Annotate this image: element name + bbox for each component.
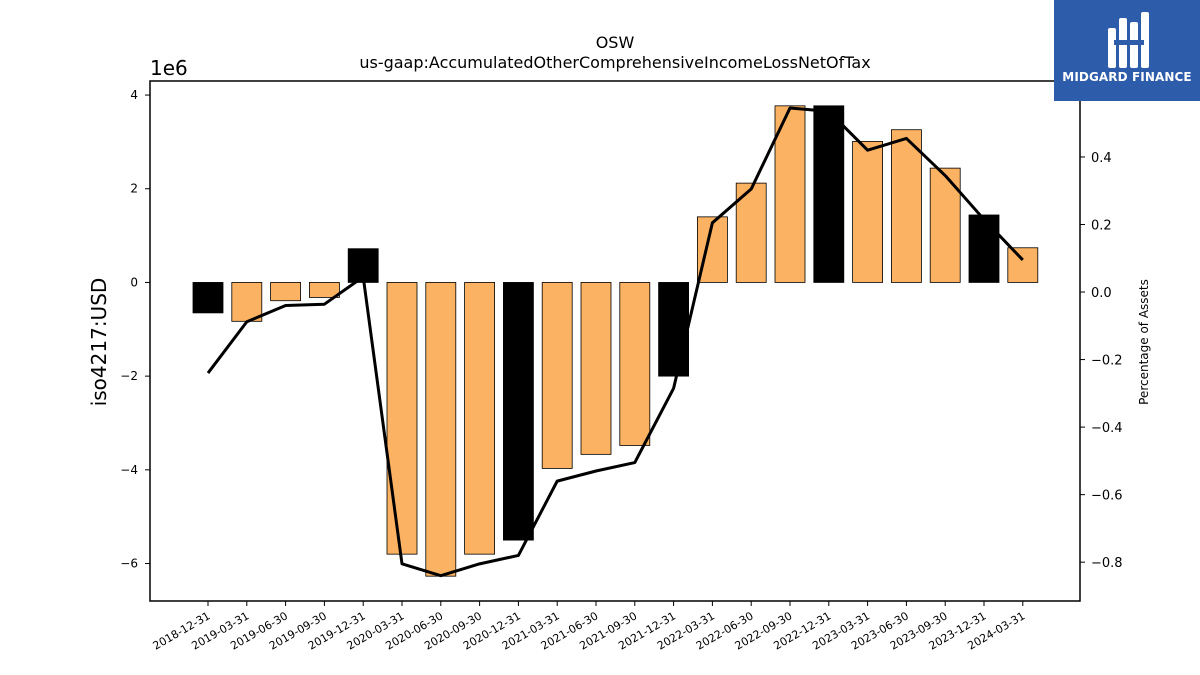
y2-tick-label: 0.4 <box>1091 151 1112 166</box>
bar-2021-06-30 <box>580 282 612 455</box>
y2-tick-label: −0.4 <box>1091 421 1123 436</box>
line-series <box>206 106 1024 578</box>
y2-tick-label: 0.0 <box>1091 286 1112 301</box>
bar-2023-12-31 <box>968 214 1000 283</box>
y2-tick-label: −0.8 <box>1091 556 1123 571</box>
bar-2018-12-31 <box>192 282 224 314</box>
y-tick-label: −4 <box>120 463 138 477</box>
y2-tick-label: −0.2 <box>1091 354 1123 369</box>
midgard-finance-logo: MIDGARD FINANCE <box>1054 0 1200 101</box>
y-offset-label: 1e6 <box>150 56 188 80</box>
y-axis-ticks: −6 −4 −2 0 2 4 <box>120 88 150 571</box>
bar-2022-12-31 <box>813 105 845 283</box>
y2-tick-label: −0.6 <box>1091 489 1123 504</box>
y-tick-label: −2 <box>120 369 138 383</box>
y-tick-label: 2 <box>130 182 138 196</box>
bar-2019-09-30 <box>308 282 340 298</box>
bar-2023-03-31 <box>852 141 883 283</box>
bar-2023-06-30 <box>891 129 922 283</box>
bar-2020-03-31 <box>386 282 418 555</box>
percentage-line-0 <box>206 106 1024 578</box>
y-axis-label: iso4217:USD <box>87 278 111 407</box>
midgard-logo-icon <box>1108 12 1149 68</box>
bar-2021-12-31 <box>658 282 689 377</box>
x-axis-ticks: 2018-12-312019-03-312019-06-302019-09-30… <box>151 601 1027 653</box>
bar-2020-06-30 <box>425 282 457 577</box>
y2-axis-label: Percentage of Assets <box>1137 279 1151 405</box>
bar-2022-09-30 <box>774 105 806 283</box>
bar-2020-09-30 <box>464 282 496 555</box>
bar-2019-06-30 <box>270 282 302 302</box>
bar-2021-03-31 <box>541 282 573 469</box>
y2-tick-label: 0.2 <box>1091 219 1112 234</box>
logo-text: MIDGARD FINANCE <box>1062 70 1192 84</box>
y-tick-label: 0 <box>130 275 138 289</box>
bar-2020-12-31 <box>502 282 534 541</box>
bar-2019-03-31 <box>231 282 263 322</box>
y-tick-label: 4 <box>130 88 138 102</box>
bar-2021-09-30 <box>619 282 651 446</box>
chart-subtitle: us-gaap:AccumulatedOtherComprehensiveInc… <box>359 53 870 72</box>
bars <box>192 105 1039 577</box>
y-tick-label: −6 <box>120 557 138 571</box>
plot-frame <box>149 80 1081 602</box>
y2-axis-ticks: −0.8 −0.6 −0.4 −0.2 0.0 0.2 0.4 <box>1080 151 1123 571</box>
chart-title: OSW <box>596 33 635 52</box>
bar-2024-03-31 <box>1007 247 1039 283</box>
